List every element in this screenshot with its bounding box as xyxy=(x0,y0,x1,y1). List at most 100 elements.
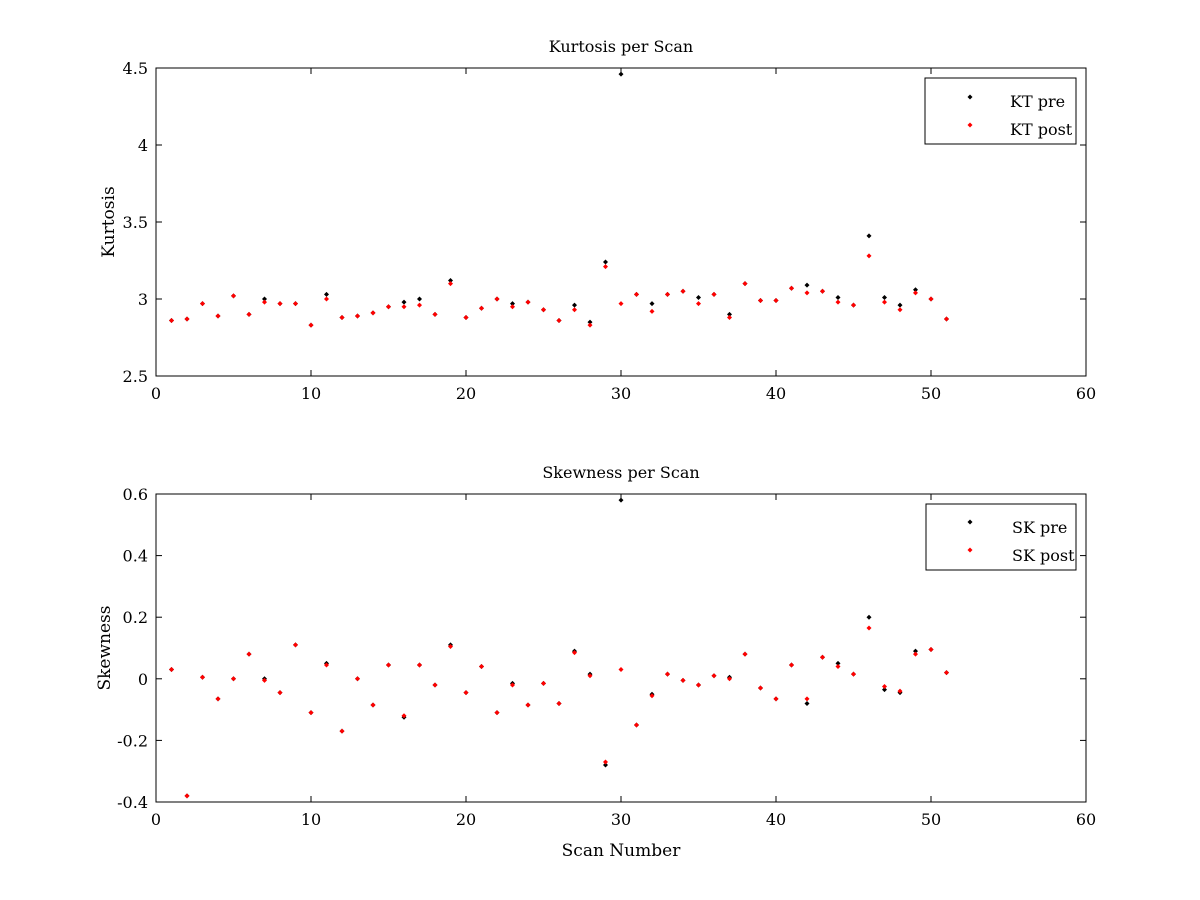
legend-marker-post xyxy=(967,122,973,128)
y-tick-label: 3 xyxy=(138,290,148,309)
point-post xyxy=(928,296,934,302)
point-pre xyxy=(324,291,329,297)
y-axis: -0.4 -0.2 0 0.2 0.4 0.6 xyxy=(117,485,1086,812)
point-post xyxy=(665,291,670,297)
point-pre xyxy=(572,302,577,308)
point-post xyxy=(649,693,655,699)
legend-box xyxy=(925,503,1077,571)
point-post xyxy=(742,281,748,287)
point-post xyxy=(215,313,221,319)
point-post xyxy=(897,307,903,313)
y-tick-label: 4.5 xyxy=(123,59,148,78)
point-pre xyxy=(510,301,515,307)
x-tick-label: 0 xyxy=(151,810,161,829)
point-post xyxy=(184,316,190,322)
point-post xyxy=(866,253,872,259)
point-post xyxy=(727,676,732,682)
point-post xyxy=(432,311,438,317)
y-tick-label: 0.4 xyxy=(123,547,148,566)
point-post xyxy=(882,299,887,305)
y-axis-label: Skewness xyxy=(95,605,115,690)
point-post xyxy=(339,314,345,320)
point-post xyxy=(696,301,701,307)
point-post xyxy=(324,296,329,302)
y-tick-label: 0 xyxy=(138,670,148,689)
point-post xyxy=(355,676,360,682)
point-post xyxy=(510,304,515,310)
point-post xyxy=(618,301,624,307)
x-tick-label: 50 xyxy=(921,384,941,403)
point-post xyxy=(882,684,887,689)
point-post xyxy=(618,667,624,673)
point-post xyxy=(494,710,500,716)
point-post xyxy=(370,702,376,708)
point-post xyxy=(587,322,593,328)
point-post xyxy=(773,696,779,702)
point-post xyxy=(401,304,407,310)
point-pre xyxy=(603,259,608,265)
point-pre xyxy=(603,762,608,768)
point-post xyxy=(851,302,856,308)
point-post xyxy=(804,696,810,702)
point-post xyxy=(417,302,422,308)
point-pre xyxy=(618,497,624,503)
point-post xyxy=(572,307,577,313)
point-post xyxy=(200,301,205,307)
point-pre xyxy=(618,71,624,77)
point-post xyxy=(293,301,298,307)
point-post xyxy=(866,625,872,631)
y-axis: 2.5 3 3.5 4 4.5 xyxy=(123,59,1086,386)
y-tick-label: 3.5 xyxy=(123,213,148,232)
legend-label-post: KT post xyxy=(1010,120,1073,139)
point-post xyxy=(928,647,934,653)
x-tick-label: 10 xyxy=(301,810,321,829)
point-pre xyxy=(804,700,810,706)
point-post xyxy=(386,304,391,310)
point-post xyxy=(758,685,763,691)
point-post xyxy=(835,663,841,669)
x-axis: 0 10 20 30 40 50 60 xyxy=(151,68,1096,403)
point-post xyxy=(634,291,639,297)
point-post xyxy=(246,311,252,317)
point-post xyxy=(835,299,841,305)
y-tick-label: -0.4 xyxy=(117,793,148,812)
kurtosis-panel: Kurtosis per Scan Kurtosis 0 10 20 30 40 50 60… xyxy=(99,37,1096,403)
x-tick-label: 60 xyxy=(1076,384,1096,403)
point-post xyxy=(649,308,655,314)
point-post xyxy=(479,663,484,669)
point-post xyxy=(355,313,360,319)
y-tick-label: 2.5 xyxy=(123,367,148,386)
point-post xyxy=(820,288,825,294)
point-pre xyxy=(448,278,453,284)
data-points xyxy=(169,71,949,328)
point-post xyxy=(913,290,918,296)
point-post xyxy=(727,314,732,320)
y-tick-label: 4 xyxy=(138,136,148,155)
point-post xyxy=(603,264,608,270)
data-points xyxy=(169,497,949,799)
legend-label-post: SK post xyxy=(1012,546,1075,565)
point-pre xyxy=(804,282,810,288)
point-post xyxy=(479,305,484,311)
x-tick-label: 30 xyxy=(611,384,631,403)
point-pre xyxy=(913,648,918,654)
x-tick-label: 0 xyxy=(151,384,161,403)
point-pre xyxy=(882,687,887,693)
point-pre xyxy=(897,302,903,308)
point-post xyxy=(711,673,717,679)
point-post xyxy=(231,676,236,682)
chart-title: Skewness per Scan xyxy=(542,463,699,482)
legend-label-pre: SK pre xyxy=(1012,518,1067,537)
point-post xyxy=(324,662,329,668)
skewness-panel: Skewness per Scan Skewness Scan Number 0… xyxy=(95,463,1096,861)
x-axis-label: Scan Number xyxy=(562,841,682,861)
point-post xyxy=(169,318,174,324)
point-post xyxy=(603,759,608,765)
point-pre xyxy=(401,299,407,305)
legend: KT pre KT post xyxy=(924,77,1077,145)
point-post xyxy=(556,318,562,324)
point-post xyxy=(665,671,670,677)
point-post xyxy=(277,301,283,307)
point-pre xyxy=(835,294,841,300)
point-post xyxy=(680,677,686,683)
